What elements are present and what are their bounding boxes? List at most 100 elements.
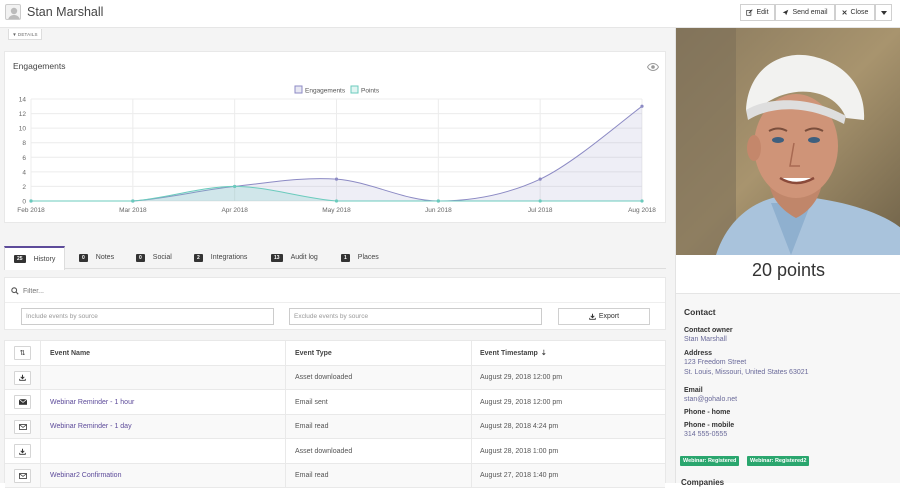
- edit-label: Edit: [756, 9, 768, 16]
- download-icon: [589, 313, 596, 320]
- tab-count-badge: 0: [79, 254, 88, 262]
- email-value[interactable]: stan@gohalo.net: [684, 396, 737, 403]
- search-icon: [11, 287, 19, 295]
- event-timestamp: August 27, 2018 1:40 pm: [480, 464, 558, 488]
- owner-value: Stan Marshall: [684, 336, 727, 343]
- event-timestamp: August 29, 2018 12:00 pm: [480, 390, 562, 414]
- tab-history[interactable]: 25 History: [4, 246, 65, 270]
- export-button[interactable]: Export: [558, 308, 650, 325]
- include-source-input[interactable]: Include events by source: [21, 308, 274, 325]
- tab-count-badge: 1: [341, 254, 350, 262]
- more-actions-dropdown[interactable]: [875, 4, 892, 21]
- y-tick-label: 14: [19, 97, 27, 104]
- phone-home-label: Phone - home: [684, 409, 730, 416]
- table-row: Webinar Reminder - 1 hour Email sent Aug…: [5, 390, 665, 415]
- event-name[interactable]: Webinar2 Confirmation: [50, 464, 121, 488]
- divider: [5, 302, 665, 303]
- divider: [285, 439, 286, 463]
- divider: [40, 390, 41, 414]
- tab-count-badge: 0: [136, 254, 145, 262]
- event-type: Asset downloaded: [295, 366, 352, 390]
- exclude-source-input[interactable]: Exclude events by source: [289, 308, 542, 325]
- x-tick-label: Aug 2018: [628, 207, 656, 214]
- event-name[interactable]: Webinar Reminder - 1 day: [50, 415, 132, 439]
- tab-notes[interactable]: 0 Notes: [70, 246, 123, 269]
- divider: [40, 366, 41, 390]
- event-type: Asset downloaded: [295, 439, 352, 463]
- divider: [471, 341, 472, 365]
- address-line1: 123 Freedom Street: [684, 359, 746, 366]
- sort-toggle-button[interactable]: ⇅: [14, 346, 31, 360]
- tab-integrations[interactable]: 2 Integrations: [185, 246, 256, 269]
- event-type: Email read: [295, 464, 328, 488]
- event-type: Email read: [295, 415, 328, 439]
- y-tick-label: 10: [19, 126, 27, 133]
- column-header-event-type[interactable]: Event Type: [295, 341, 332, 365]
- edit-icon: [746, 9, 753, 16]
- tab-count-badge: 2: [194, 254, 203, 262]
- envelope-open-icon[interactable]: [14, 420, 31, 434]
- address-line2: St. Louis, Missouri, United States 63021: [684, 369, 809, 376]
- close-icon: ✕: [842, 9, 848, 17]
- tab-label: Places: [358, 254, 379, 261]
- download-icon[interactable]: [14, 371, 31, 385]
- divider: [40, 464, 41, 488]
- avatar: [5, 4, 21, 20]
- sort-desc-icon: ⇣: [541, 349, 547, 357]
- contact-sidebar: 20 points Contact Contact owner Stan Mar…: [675, 28, 900, 483]
- tab-count-badge: 13: [271, 254, 283, 262]
- divider: [471, 464, 472, 488]
- y-tick-label: 4: [22, 169, 26, 176]
- data-point: [131, 199, 134, 202]
- export-label: Export: [599, 313, 619, 320]
- table-header-row: ⇅ Event Name Event Type Event Timestamp …: [5, 341, 665, 366]
- details-toggle[interactable]: ▼ DETAILS: [8, 29, 42, 40]
- data-point: [335, 178, 338, 181]
- data-point: [640, 199, 643, 202]
- timestamp-header-label: Event Timestamp: [480, 350, 538, 357]
- column-header-event-timestamp[interactable]: Event Timestamp ⇣: [480, 341, 547, 365]
- tab-social[interactable]: 0 Social: [127, 246, 181, 269]
- tag-badge[interactable]: Webinar: Registered: [680, 456, 739, 466]
- data-point: [437, 199, 440, 202]
- points-score: 20 points: [676, 260, 900, 281]
- table-row: Webinar2 Confirmation Email read August …: [5, 464, 665, 488]
- divider: [471, 366, 472, 390]
- phone-mobile-label: Phone - mobile: [684, 422, 734, 429]
- edit-button[interactable]: Edit: [740, 4, 775, 21]
- tab-label: Social: [153, 254, 172, 261]
- tab-count-badge: 25: [14, 255, 26, 263]
- caret-down-icon: ▼: [12, 32, 17, 37]
- send-email-button[interactable]: Send email: [775, 4, 835, 21]
- y-tick-label: 8: [22, 140, 26, 147]
- download-icon[interactable]: [14, 444, 31, 458]
- contact-details: Contact Contact owner Stan Marshall Addr…: [676, 293, 900, 483]
- divider: [285, 415, 286, 439]
- event-name[interactable]: Webinar Reminder - 1 hour: [50, 390, 134, 414]
- table-row: Webinar Reminder - 1 day Email read Augu…: [5, 415, 665, 440]
- data-point: [640, 105, 643, 108]
- tag-badge[interactable]: Webinar: Registered2: [747, 456, 809, 466]
- divider: [285, 390, 286, 414]
- divider: [40, 439, 41, 463]
- tab-places[interactable]: 1 Places: [332, 246, 388, 269]
- event-timestamp: August 28, 2018 4:24 pm: [480, 415, 558, 439]
- data-point: [335, 199, 338, 202]
- x-tick-label: May 2018: [322, 207, 351, 214]
- tab-audit-log[interactable]: 13 Audit log: [262, 246, 327, 269]
- contact-heading: Contact: [684, 307, 716, 317]
- envelope-open-icon[interactable]: [14, 469, 31, 483]
- envelope-icon[interactable]: [14, 395, 31, 409]
- divider: [285, 341, 286, 365]
- tab-label: Notes: [96, 254, 114, 261]
- x-tick-label: Mar 2018: [119, 207, 147, 214]
- column-header-event-name[interactable]: Event Name: [50, 341, 90, 365]
- close-button[interactable]: ✕ Close: [835, 4, 875, 21]
- divider: [285, 366, 286, 390]
- caret-down-icon: [881, 11, 887, 15]
- paper-plane-icon: [782, 9, 789, 16]
- divider: [471, 439, 472, 463]
- phone-mobile-value: 314 555-0555: [684, 431, 727, 438]
- filter-input[interactable]: [23, 284, 423, 298]
